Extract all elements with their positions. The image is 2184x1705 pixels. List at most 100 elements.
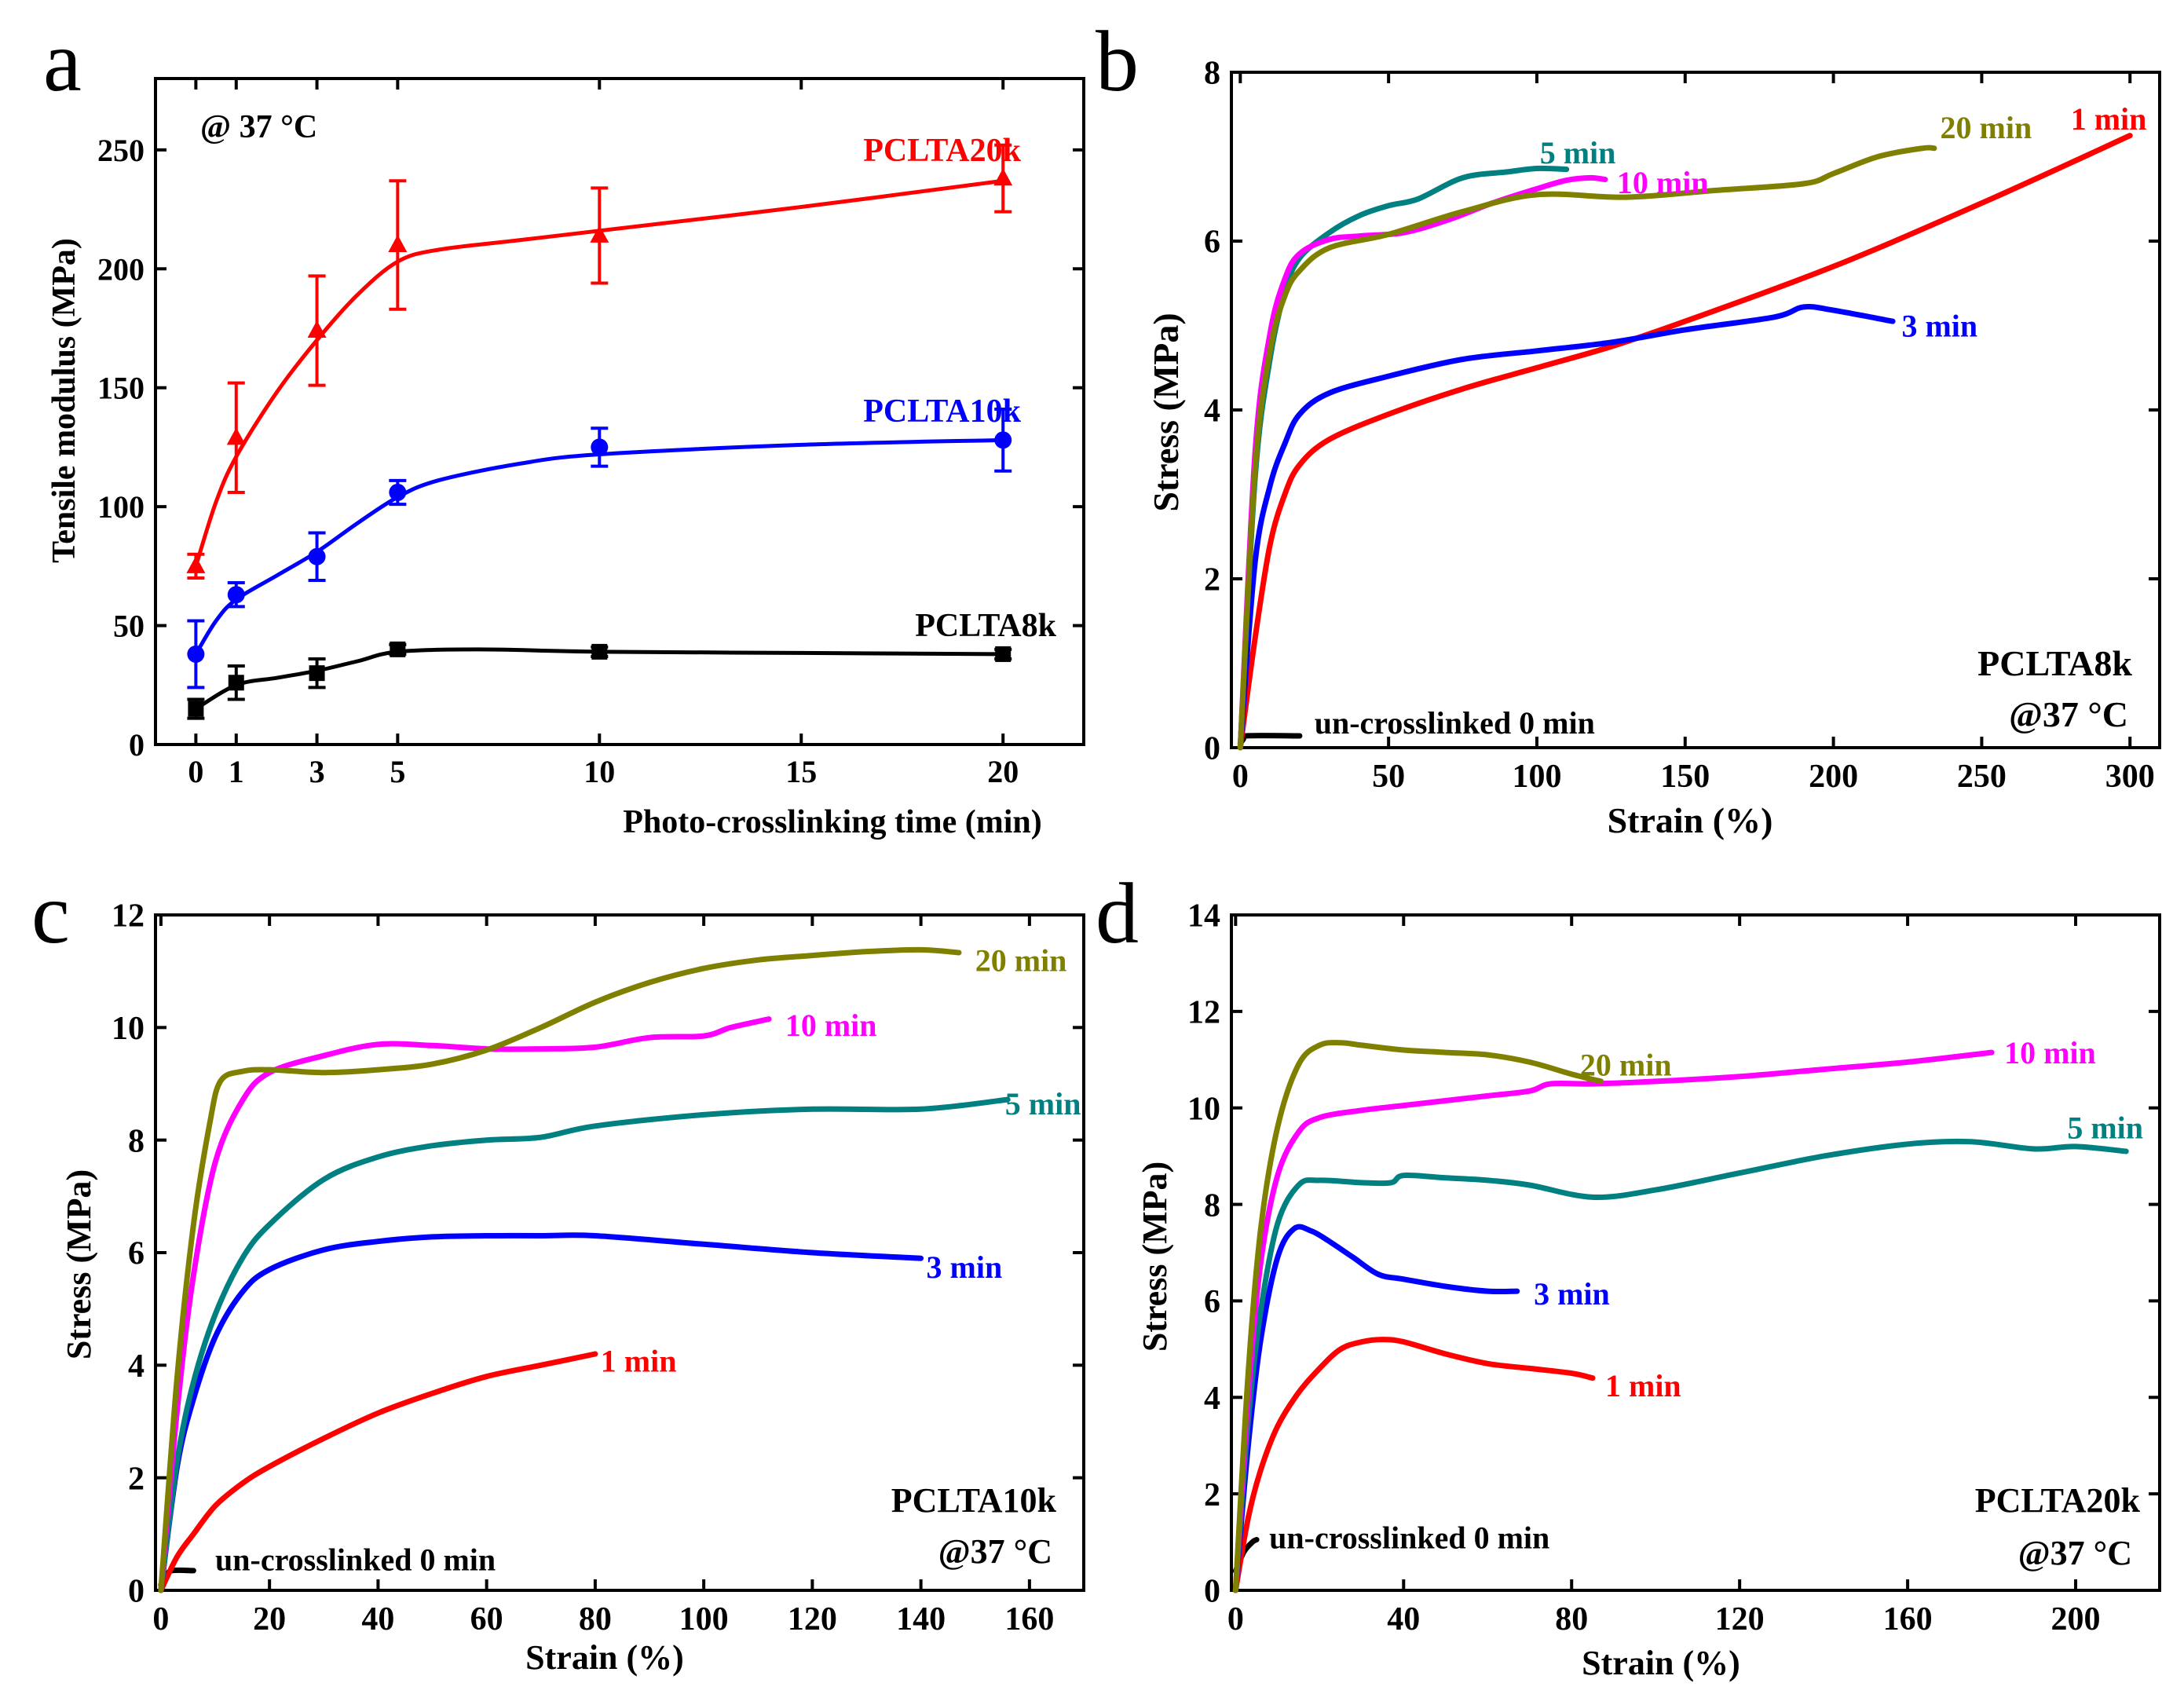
panel-a-point-square <box>188 701 204 717</box>
panel-a-point-circle <box>227 586 245 604</box>
panel-b-series-label: 20 min <box>1941 110 2032 145</box>
panel-b-x-tick-label: 100 <box>1512 759 1561 795</box>
panel-c-series-label: 3 min <box>927 1249 1003 1285</box>
panel-c-annotation-sample: PCLTA10k <box>891 1481 1057 1520</box>
panel-a-point-circle <box>308 547 326 565</box>
panel-a-point-circle <box>994 431 1012 449</box>
panel-b-x-tick-label: 50 <box>1372 759 1405 795</box>
panel-a-label-pcltA10k: PCLTA10k <box>863 393 1021 430</box>
panel-a-y-tick-label: 50 <box>113 609 145 644</box>
panel-a-x-tick-label: 15 <box>785 754 817 789</box>
panel-a-point-square <box>591 643 608 660</box>
panel-c-curve-5-min <box>158 1096 1011 1593</box>
panel-d-series-label: 10 min <box>2004 1035 2096 1070</box>
panel-b-y-tick-label: 2 <box>1204 562 1220 598</box>
panel-a-y-tick-label: 250 <box>97 133 145 168</box>
panel-d-curve-20-min <box>1232 1040 1604 1593</box>
panel-c-series-label: 1 min <box>601 1344 677 1379</box>
panel-a: a Photo-crosslinking time (min) Tensile … <box>43 13 1085 840</box>
panel-c-x-label: Strain (%) <box>525 1638 684 1677</box>
panel-d-series-label: 5 min <box>2067 1110 2143 1145</box>
panel-c-y-tick-label: 2 <box>128 1461 145 1497</box>
panel-a-letter: a <box>43 13 82 109</box>
panel-d-y-tick-label: 2 <box>1204 1477 1220 1513</box>
panel-b-y-tick-label: 0 <box>1204 731 1220 767</box>
panel-c-x-tick-label: 60 <box>470 1601 503 1637</box>
panel-a-point-triangle <box>186 555 206 573</box>
panel-a-x-tick-label: 3 <box>309 754 325 789</box>
panel-b-annotation-sample: PCLTA8k <box>1977 643 2132 683</box>
panel-b-x-tick-label: 250 <box>1957 759 2007 795</box>
panel-a-point-square <box>228 675 244 691</box>
panel-c-y-tick-label: 8 <box>128 1123 145 1159</box>
panel-b-annotation-temperature: @37 °C <box>2009 694 2128 734</box>
panel-d-axes-frame <box>1230 913 2161 1592</box>
panel-c-x-tick-label: 120 <box>788 1601 837 1637</box>
panel-c-curve-1-min <box>158 1351 598 1593</box>
panel-a-y-label: Tensile modulus (MPa) <box>46 238 82 563</box>
panel-b: b Strain (%) Stress (MPa) PCLTA8k @37 °C… <box>1096 13 2161 840</box>
panel-d-y-label: Stress (MPa) <box>1136 1162 1174 1352</box>
panel-a-point-triangle <box>993 168 1013 186</box>
panel-a-x-tick-label: 5 <box>390 754 405 789</box>
panel-a-point-circle <box>187 645 205 663</box>
panel-d-series-label: un-crosslinked 0 min <box>1269 1520 1549 1555</box>
panel-d-y-tick-label: 8 <box>1204 1187 1220 1224</box>
panel-d-x-tick-label: 40 <box>1387 1601 1420 1637</box>
panel-b-y-tick-label: 4 <box>1204 393 1220 430</box>
panel-d-x-tick-label: 160 <box>1883 1601 1933 1637</box>
panel-b-series-label: 1 min <box>2071 101 2147 137</box>
panel-c-series-label: 20 min <box>975 942 1067 978</box>
panel-c-annotation-temperature: @37 °C <box>938 1532 1052 1571</box>
panel-c-y-tick-label: 6 <box>128 1236 145 1272</box>
panel-c: c Strain (%) Stress (MPa) PCLTA10k @37 °… <box>31 865 1085 1677</box>
panel-b-letter: b <box>1096 13 1139 109</box>
panel-b-y-tick-label: 8 <box>1204 56 1220 92</box>
panel-a-x-label: Photo-crosslinking time (min) <box>623 804 1042 840</box>
panel-c-y-label: Stress (MPa) <box>60 1169 98 1359</box>
panel-c-y-tick-label: 12 <box>112 898 145 935</box>
panel-d-x-tick-label: 80 <box>1555 1601 1588 1637</box>
panel-a-x-tick-label: 20 <box>987 754 1019 789</box>
panel-c-x-tick-label: 0 <box>152 1601 169 1637</box>
panel-b-curve-3-min <box>1237 304 1896 751</box>
panel-a-point-triangle <box>226 427 246 445</box>
panel-d-x-tick-label: 200 <box>2051 1601 2101 1637</box>
panel-a-x-tick-label: 10 <box>583 754 615 789</box>
panel-a-y-tick-label: 150 <box>97 371 145 406</box>
panel-d-curve-5-min <box>1232 1138 2129 1593</box>
panel-a-point-circle <box>389 483 407 501</box>
panel-c-curve-20-min <box>158 946 962 1593</box>
panel-d: d Strain (%) Stress (MPa) PCLTA20k @37 °… <box>1096 865 2161 1682</box>
panel-a-point-square <box>390 641 406 657</box>
panel-c-x-tick-label: 40 <box>361 1601 394 1637</box>
panel-b-y-label: Stress (MPa) <box>1146 313 1186 511</box>
panel-c-x-tick-label: 160 <box>1004 1601 1054 1637</box>
panel-d-y-tick-label: 4 <box>1204 1381 1220 1417</box>
panel-c-curve-3-min <box>158 1232 924 1593</box>
panel-a-x-tick-label: 0 <box>188 754 203 789</box>
panel-d-series-label: 1 min <box>1605 1368 1681 1403</box>
panel-d-x-label: Strain (%) <box>1582 1644 1740 1682</box>
panel-b-series-label: un-crosslinked 0 min <box>1315 705 1595 741</box>
panel-b-x-tick-label: 300 <box>2105 759 2155 795</box>
panel-d-annotation-temperature: @37 °C <box>2018 1534 2132 1572</box>
panel-d-series-label: 3 min <box>1534 1276 1610 1312</box>
panel-b-x-tick-label: 150 <box>1660 759 1710 795</box>
panel-d-y-tick-label: 0 <box>1204 1574 1220 1610</box>
panel-c-series-label: un-crosslinked 0 min <box>215 1542 496 1578</box>
panel-d-x-tick-label: 0 <box>1227 1601 1244 1637</box>
panel-d-y-tick-label: 6 <box>1204 1284 1220 1320</box>
panel-d-annotation-sample: PCLTA20k <box>1975 1481 2141 1520</box>
panel-a-label-pcltA8k: PCLTA8k <box>915 608 1056 644</box>
panel-a-fit-PCLTA20k <box>193 178 1005 569</box>
panel-a-fit-PCLTA8k <box>193 647 1005 712</box>
panel-b-curve-1-min <box>1237 133 2133 751</box>
panel-a-point-triangle <box>307 320 327 338</box>
panel-b-x-label: Strain (%) <box>1608 800 1773 840</box>
panel-a-y-tick-label: 100 <box>97 489 145 525</box>
panel-c-x-tick-label: 100 <box>679 1601 729 1637</box>
panel-d-curve-3-min <box>1232 1224 1520 1593</box>
panel-d-series-label: 20 min <box>1580 1047 1672 1082</box>
